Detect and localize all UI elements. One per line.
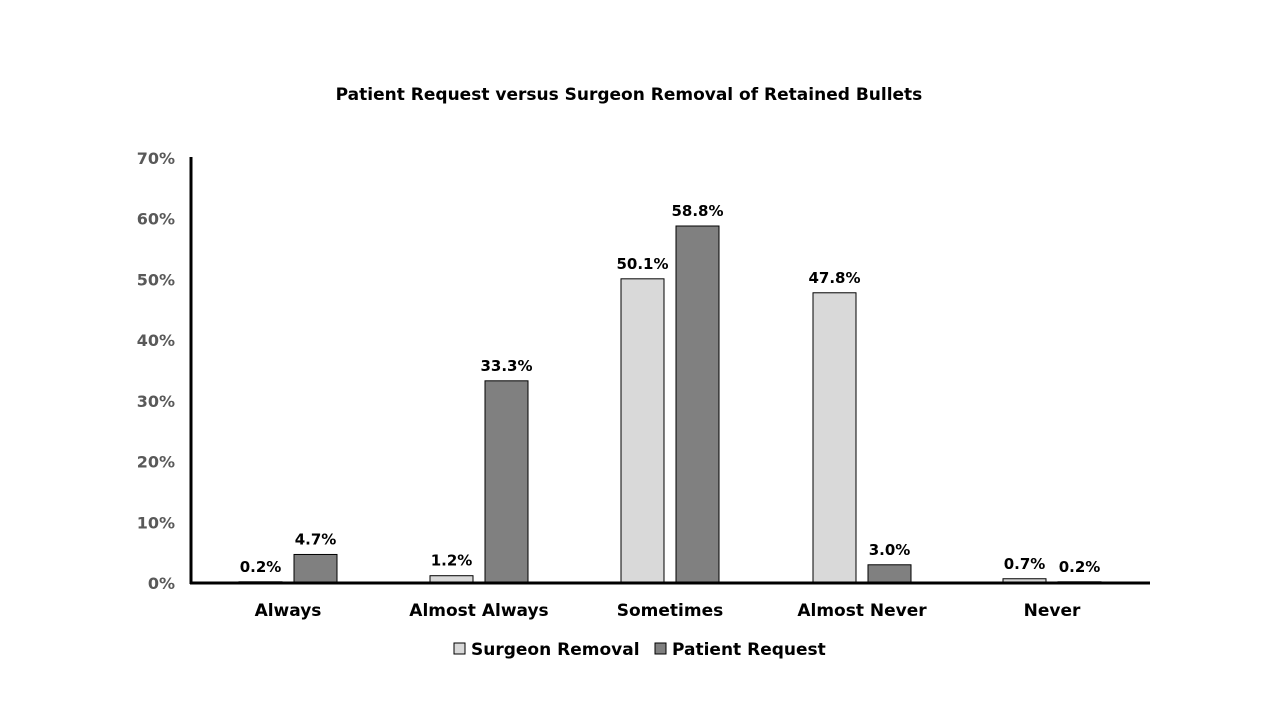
data-label: 47.8% xyxy=(808,269,860,287)
bar xyxy=(484,380,529,584)
bars xyxy=(238,225,1102,584)
chart-title: Patient Request versus Surgeon Removal o… xyxy=(336,85,923,105)
data-labels: 0.2% 1.2% 50.1% 47.8% 0.7% 4.7% 33.3% 58.8% 3.0%… xyxy=(240,202,1101,576)
bar xyxy=(867,564,912,584)
data-label: 0.2% xyxy=(240,558,282,576)
data-label: 0.2% xyxy=(1059,558,1101,576)
data-label: 4.7% xyxy=(295,530,337,548)
bar xyxy=(620,278,665,584)
x-axis-ticks: Always Almost Always Sometimes Almost Never… xyxy=(255,601,1081,621)
y-tick-label: 10% xyxy=(137,513,175,532)
data-label: 1.2% xyxy=(431,552,473,570)
y-tick-label: 70% xyxy=(137,149,175,168)
y-tick-label: 30% xyxy=(137,392,175,411)
data-label: 3.0% xyxy=(869,541,911,559)
y-axis-ticks: 0% 10% 20% 30% 40% 50% 60% 70% xyxy=(137,149,175,593)
bar xyxy=(293,553,338,584)
data-label: 50.1% xyxy=(616,255,668,273)
y-tick-label: 0% xyxy=(148,574,175,593)
legend: Surgeon Removal Patient Request xyxy=(453,640,826,660)
data-label: 58.8% xyxy=(671,202,723,220)
bar xyxy=(675,225,720,584)
legend-swatch xyxy=(453,642,466,655)
data-label: 0.7% xyxy=(1004,555,1046,573)
legend-swatch xyxy=(654,642,667,655)
x-tick-label: Almost Always xyxy=(409,601,548,621)
x-tick-label: Sometimes xyxy=(617,601,723,621)
x-tick-label: Almost Never xyxy=(797,601,927,621)
y-tick-label: 60% xyxy=(137,210,175,229)
y-tick-label: 50% xyxy=(137,270,175,289)
y-tick-label: 40% xyxy=(137,331,175,350)
x-tick-label: Never xyxy=(1024,601,1081,621)
legend-label: Patient Request xyxy=(672,640,826,660)
x-tick-label: Always xyxy=(255,601,322,621)
legend-label: Surgeon Removal xyxy=(471,640,640,660)
bar xyxy=(812,292,857,584)
y-tick-label: 20% xyxy=(137,453,175,472)
data-label: 33.3% xyxy=(480,357,532,375)
